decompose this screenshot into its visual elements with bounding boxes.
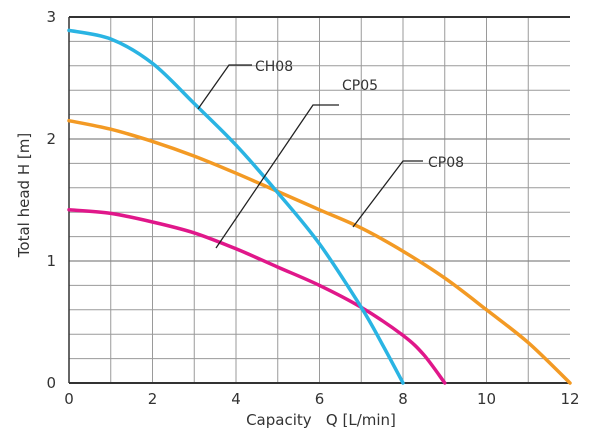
series-curves <box>67 28 572 385</box>
y-tick-label: 1 <box>46 252 56 270</box>
callout-label-cp08: CP08 <box>428 155 464 171</box>
y-tick-label: 3 <box>46 8 56 26</box>
x-tick-label: 6 <box>315 390 325 408</box>
x-tick-label: 4 <box>231 390 241 408</box>
x-tick-label: 10 <box>477 390 496 408</box>
grid <box>69 17 570 383</box>
callout-leader-cp05 <box>215 104 339 249</box>
x-tick-label: 8 <box>398 390 408 408</box>
x-axis-label: Capacity Q [L/min] <box>246 411 396 429</box>
callout-leader-cp08 <box>352 160 423 228</box>
x-tick-label: 12 <box>560 390 579 408</box>
callout-label-ch08: CH08 <box>255 59 293 75</box>
callout-label-cp05: CP05 <box>342 78 378 94</box>
series-line-cp05 <box>67 208 447 385</box>
y-axis-label: Total head H [m] <box>15 133 33 258</box>
series-line-ch08 <box>67 28 405 385</box>
y-tick-label: 2 <box>46 130 56 148</box>
callout-leader-ch08 <box>197 64 252 110</box>
axes <box>68 16 570 384</box>
x-tick-label: 0 <box>64 390 74 408</box>
y-tick-label: 0 <box>46 374 56 392</box>
x-tick-label: 2 <box>148 390 158 408</box>
series-line-cp08 <box>67 118 572 385</box>
series-callouts: CH08 CP05 CP08 <box>197 59 464 249</box>
